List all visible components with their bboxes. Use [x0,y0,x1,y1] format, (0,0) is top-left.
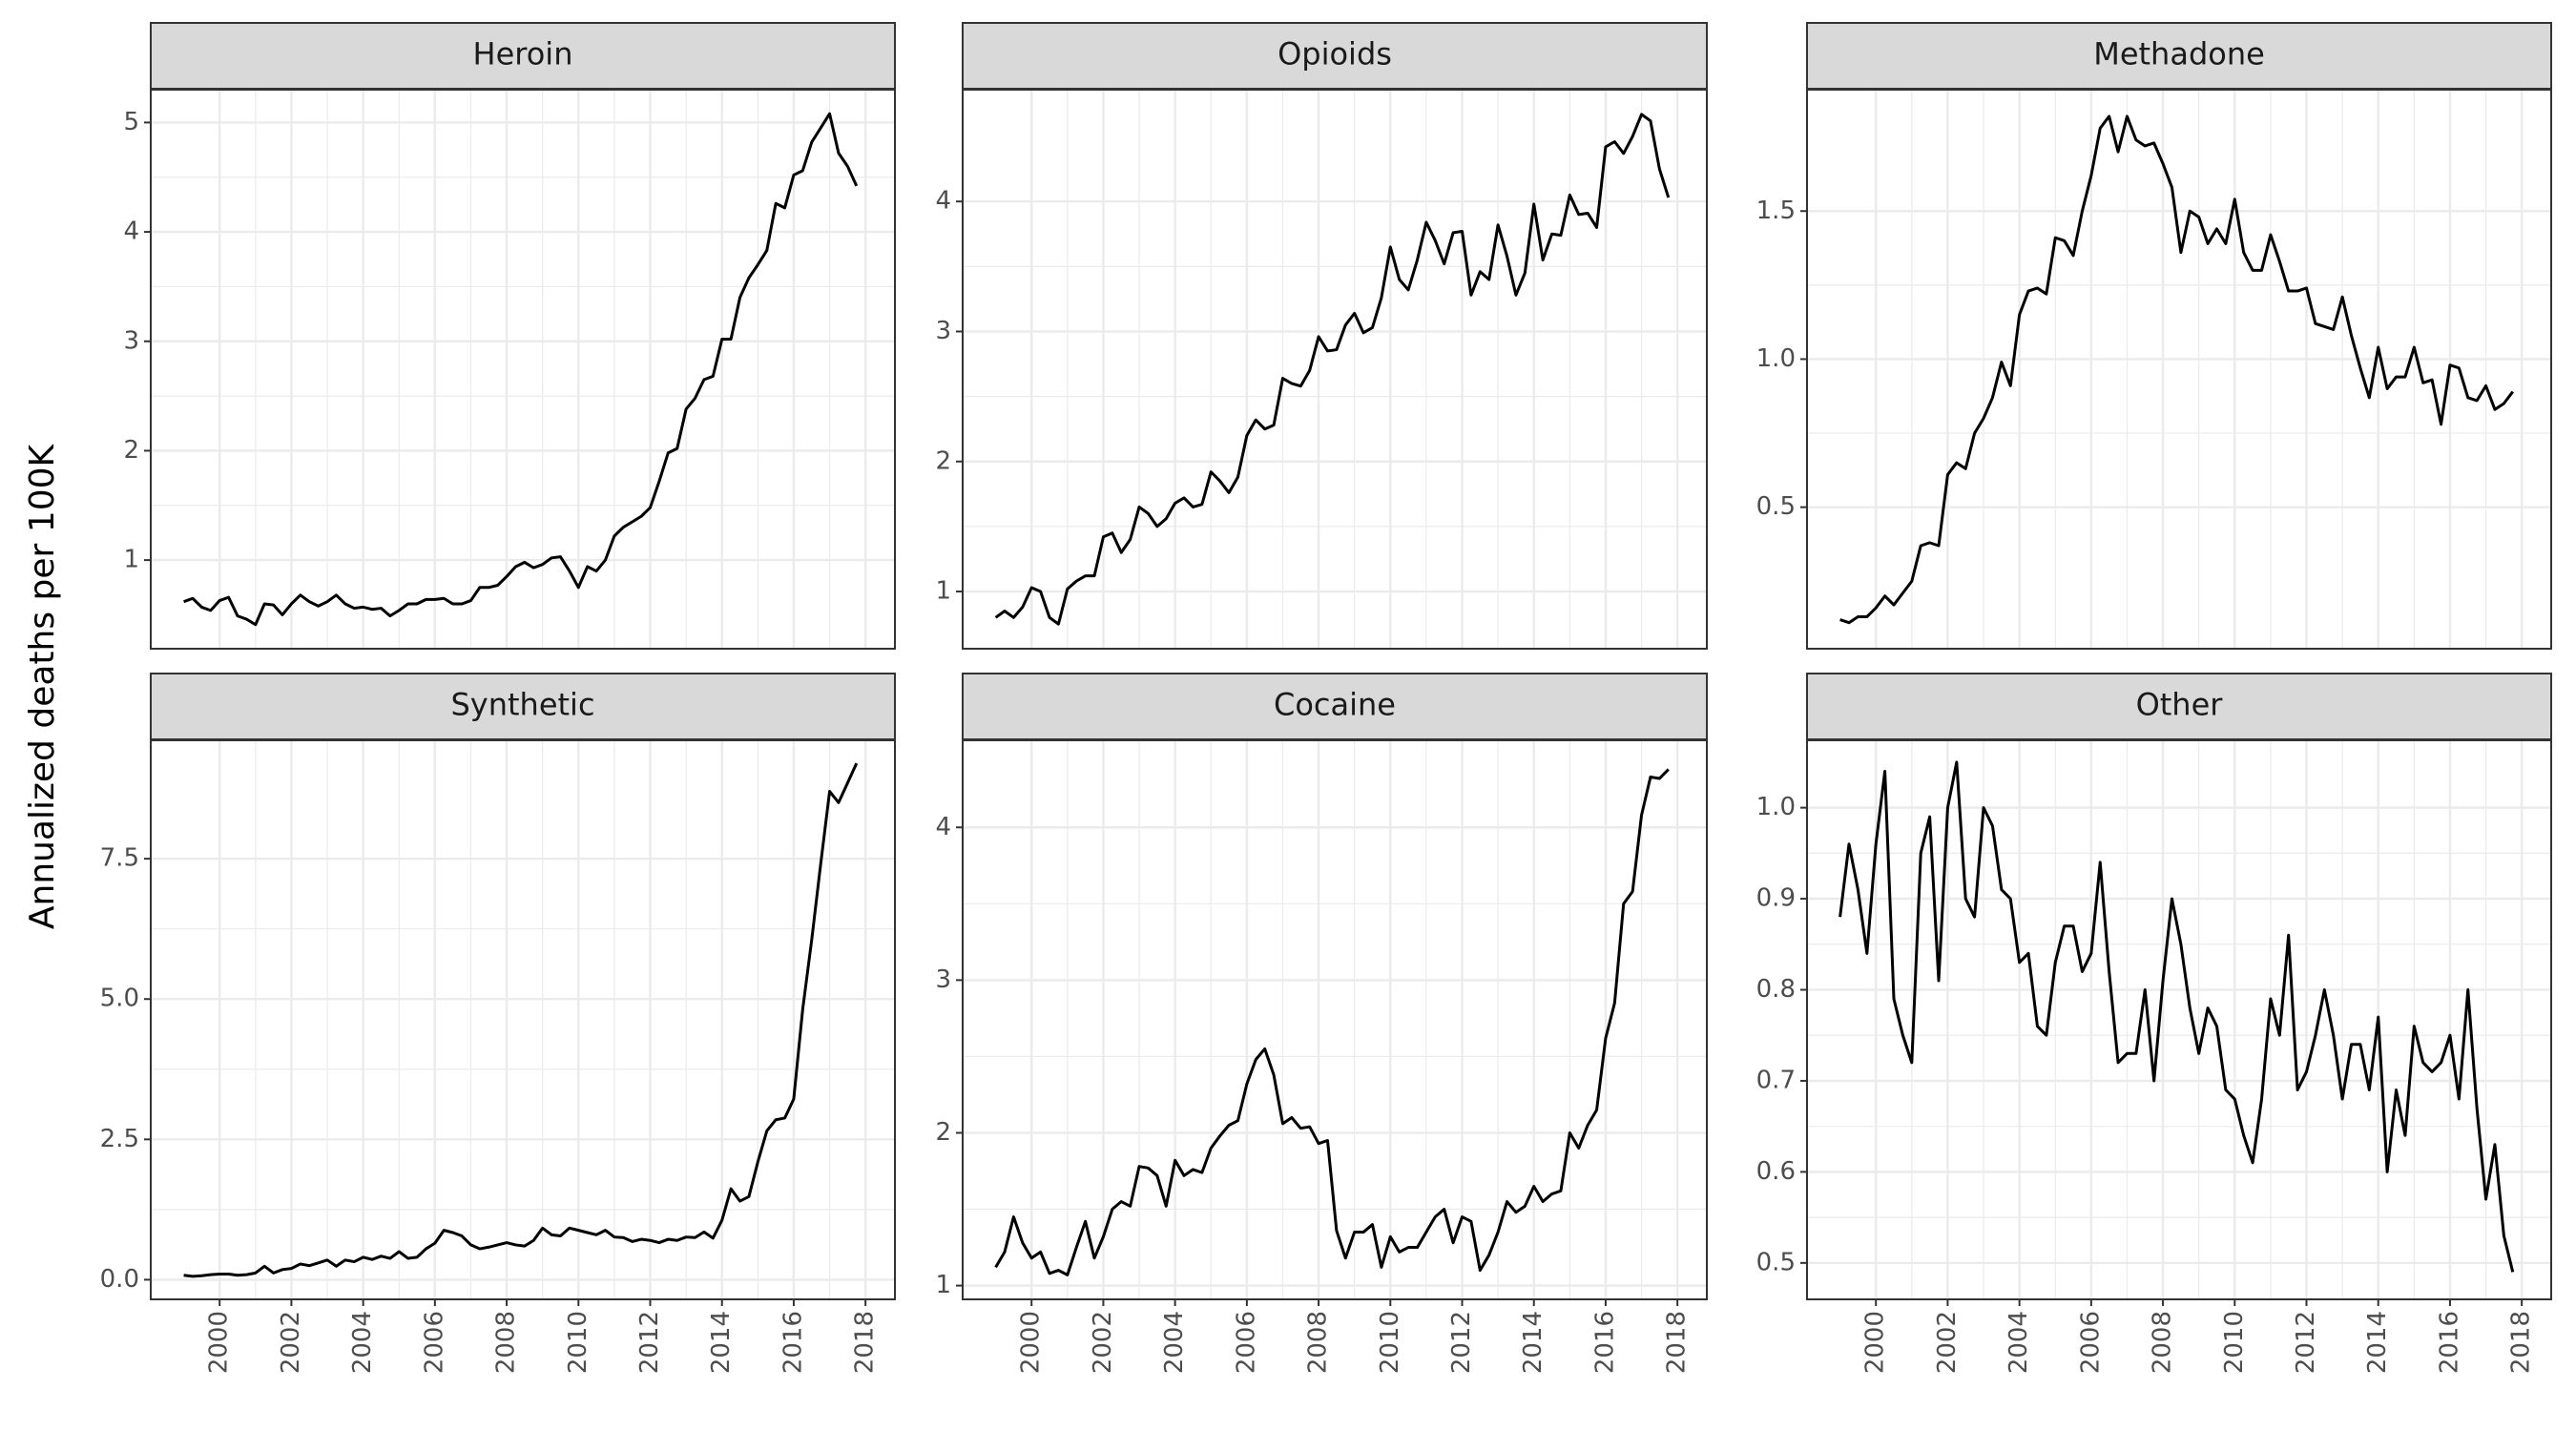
strip-title: Cocaine [1274,687,1396,723]
y-tick-label: 0.9 [1756,884,1796,913]
strip [962,22,1708,90]
x-tick-label: 2000 [205,1311,234,1374]
x-tick-label: 2018 [1663,1311,1692,1374]
y-tick-label: 3 [935,965,951,994]
y-tick-label: 4 [935,813,951,841]
y-tick-label: 2 [123,436,139,465]
panel-background [151,740,895,1299]
y-tick-label: 5 [123,108,139,136]
y-tick-label: 0.6 [1756,1157,1796,1186]
strip-title: Synthetic [450,687,594,723]
panel-background [151,90,895,649]
y-tick-label: 4 [935,187,951,216]
strip [1806,22,2552,90]
x-tick-label: 2006 [2076,1311,2105,1374]
strip-title: Methadone [2093,36,2265,73]
strip-title: Heroin [473,36,573,73]
y-tick-label: 1.5 [1756,197,1796,225]
x-tick-label: 2000 [1017,1311,1046,1374]
panel-background [963,90,1707,649]
x-tick-label: 2012 [2292,1311,2320,1374]
strip [1806,673,2552,740]
y-tick-label: 5.0 [100,985,139,1013]
y-axis-title: Annualized deaths per 100K [23,443,62,929]
x-tick-label: 2012 [1447,1311,1476,1374]
x-tick-label: 2004 [348,1311,377,1374]
x-tick-label: 2004 [1160,1311,1189,1374]
panel-background [1807,740,2551,1299]
y-tick-label: 7.5 [100,844,139,873]
data-line [994,113,1671,626]
x-tick-label: 2016 [2435,1311,2463,1374]
y-tick-label: 1.0 [1756,344,1796,373]
y-tick-label: 0.5 [1756,492,1796,521]
strip [962,673,1708,740]
x-tick-label: 2008 [1304,1311,1333,1374]
y-tick-label: 1 [935,577,951,606]
y-tick-label: 2 [935,446,951,475]
data-line [183,762,859,1278]
x-tick-label: 2014 [707,1311,736,1374]
y-tick-label: 2 [935,1118,951,1147]
x-tick-label: 2000 [1861,1311,1890,1374]
strip [150,22,896,90]
x-tick-label: 2016 [1590,1311,1619,1374]
y-tick-label: 0.0 [100,1265,139,1294]
x-tick-label: 2006 [420,1311,448,1374]
data-line [1839,760,2515,1273]
y-tick-label: 0.8 [1756,975,1796,1004]
y-tick-label: 1 [123,546,139,574]
y-tick-label: 0.5 [1756,1248,1796,1276]
y-tick-label: 1.0 [1756,793,1796,821]
y-tick-label: 2.5 [100,1125,139,1153]
data-line [183,112,859,627]
y-tick-label: 1 [935,1271,951,1299]
x-tick-label: 2004 [2005,1311,2033,1374]
strip-title: Other [2136,687,2224,723]
x-tick-label: 2012 [635,1311,664,1374]
x-tick-label: 2006 [1232,1311,1260,1374]
panel-background [1807,90,2551,649]
data-line [994,768,1670,1276]
x-tick-label: 2010 [1376,1311,1404,1374]
y-tick-label: 0.7 [1756,1066,1796,1094]
x-tick-label: 2014 [1519,1311,1548,1374]
data-line [1839,114,2514,625]
x-tick-label: 2002 [1933,1311,1962,1374]
y-tick-label: 3 [935,317,951,345]
strip-title: Opioids [1278,36,1392,73]
x-tick-label: 2010 [564,1311,592,1374]
x-tick-label: 2008 [492,1311,521,1374]
y-tick-label: 4 [123,218,139,246]
x-tick-label: 2002 [1089,1311,1117,1374]
x-tick-label: 2010 [2220,1311,2249,1374]
x-tick-label: 2018 [2507,1311,2536,1374]
x-tick-label: 2008 [2149,1311,2177,1374]
strip [150,673,896,740]
x-tick-label: 2016 [779,1311,807,1374]
x-tick-label: 2018 [851,1311,880,1374]
x-tick-label: 2014 [2363,1311,2392,1374]
x-tick-label: 2002 [277,1311,305,1374]
y-tick-label: 3 [123,326,139,355]
